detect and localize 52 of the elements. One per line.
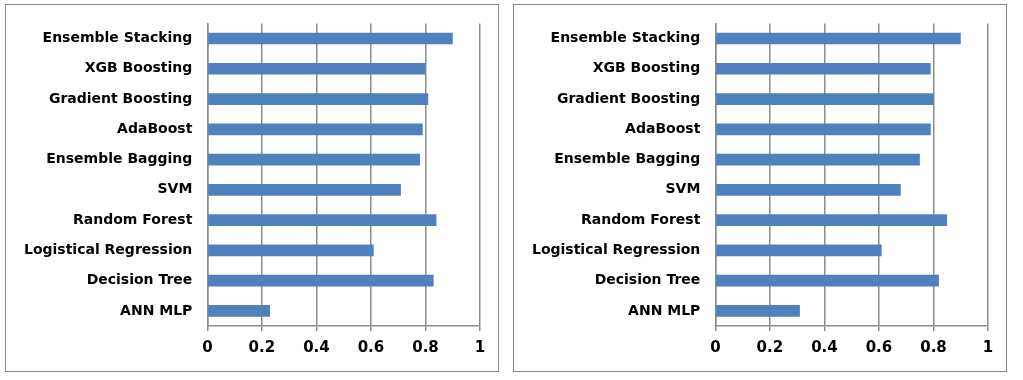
x-tick-label: 0.8 [412,337,439,356]
x-tick-label: 0.8 [920,337,947,356]
y-tick-label: Ensemble Bagging [554,150,701,167]
bar [716,123,931,136]
y-tick-label: Decision Tree [86,271,193,288]
y-tick-label: Random Forest [581,210,701,227]
bar [716,62,931,75]
x-tick-label: 0.4 [811,337,838,356]
y-tick-label: AdaBoost [117,119,193,136]
y-tick-label: Ensemble Stacking [550,29,701,46]
y-tick-label: XGB Boosting [84,59,193,76]
bar [208,184,401,196]
x-tick-label: 1 [474,337,486,356]
y-tick-label: Gradient Boosting [48,89,193,106]
bar [208,274,434,287]
x-tick-label: 1 [982,337,994,356]
x-tick-label: 0 [202,337,213,356]
y-tick-label: SVM [665,180,701,197]
x-tick-label: 0.4 [303,337,330,356]
bar [208,123,423,136]
bar [716,244,882,257]
y-tick-label: Logistical Regression [23,240,193,257]
bar [716,274,939,287]
y-tick-label: Random Forest [73,210,193,227]
bar [716,214,948,226]
y-tick-label: Ensemble Stacking [42,29,193,46]
bar [716,184,901,196]
bar [716,32,961,45]
y-tick-label: Ensemble Bagging [46,150,193,167]
y-tick-label: Logistical Regression [531,240,701,257]
bar [208,32,453,45]
bar [208,214,437,226]
y-tick-label: ANN MLP [120,301,193,318]
x-tick-label: 0 [710,337,721,356]
y-tick-label: AdaBoost [625,119,701,136]
x-tick-label: 0.2 [248,337,276,356]
bar [716,153,920,166]
bar [208,305,271,317]
bar [716,305,800,317]
y-tick-label: Gradient Boosting [556,89,701,106]
y-tick-label: SVM [157,180,193,197]
y-tick-label: ANN MLP [628,301,701,318]
x-tick-label: 0.6 [357,337,385,356]
x-tick-label: 0.2 [756,337,784,356]
y-tick-label: XGB Boosting [592,59,701,76]
x-tick-label: 0.6 [865,337,893,356]
bar [208,93,429,105]
bar [208,244,374,257]
bar [208,62,426,75]
y-tick-label: Decision Tree [594,271,701,288]
bar [716,93,934,105]
bar [208,153,421,166]
